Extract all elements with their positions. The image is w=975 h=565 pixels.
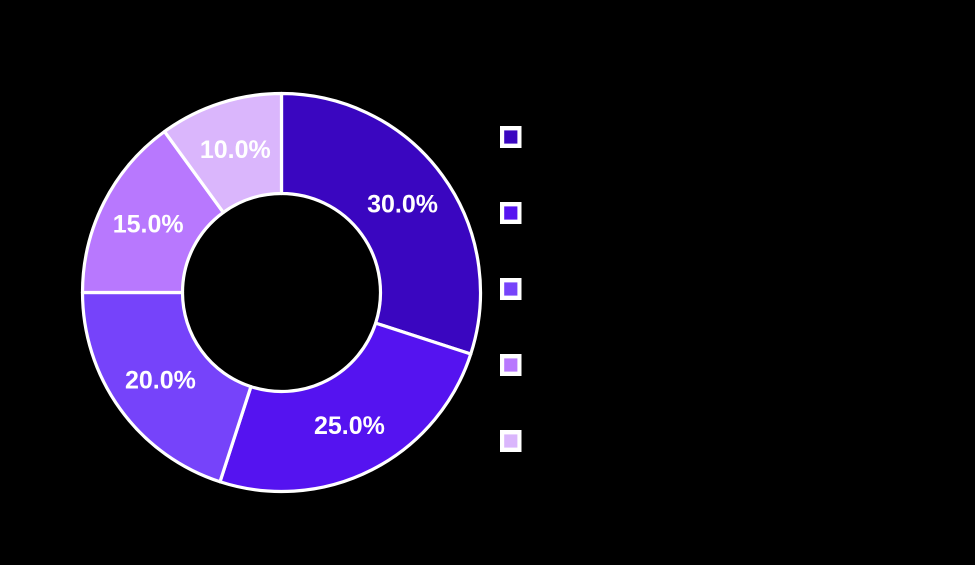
svg-text:10.0%: 10.0% bbox=[200, 136, 271, 164]
svg-text:15.0%: 15.0% bbox=[113, 211, 184, 239]
svg-text:30.0%: 30.0% bbox=[367, 191, 438, 219]
svg-text:20.0%: 20.0% bbox=[125, 366, 196, 394]
svg-text:25.0%: 25.0% bbox=[314, 412, 385, 440]
